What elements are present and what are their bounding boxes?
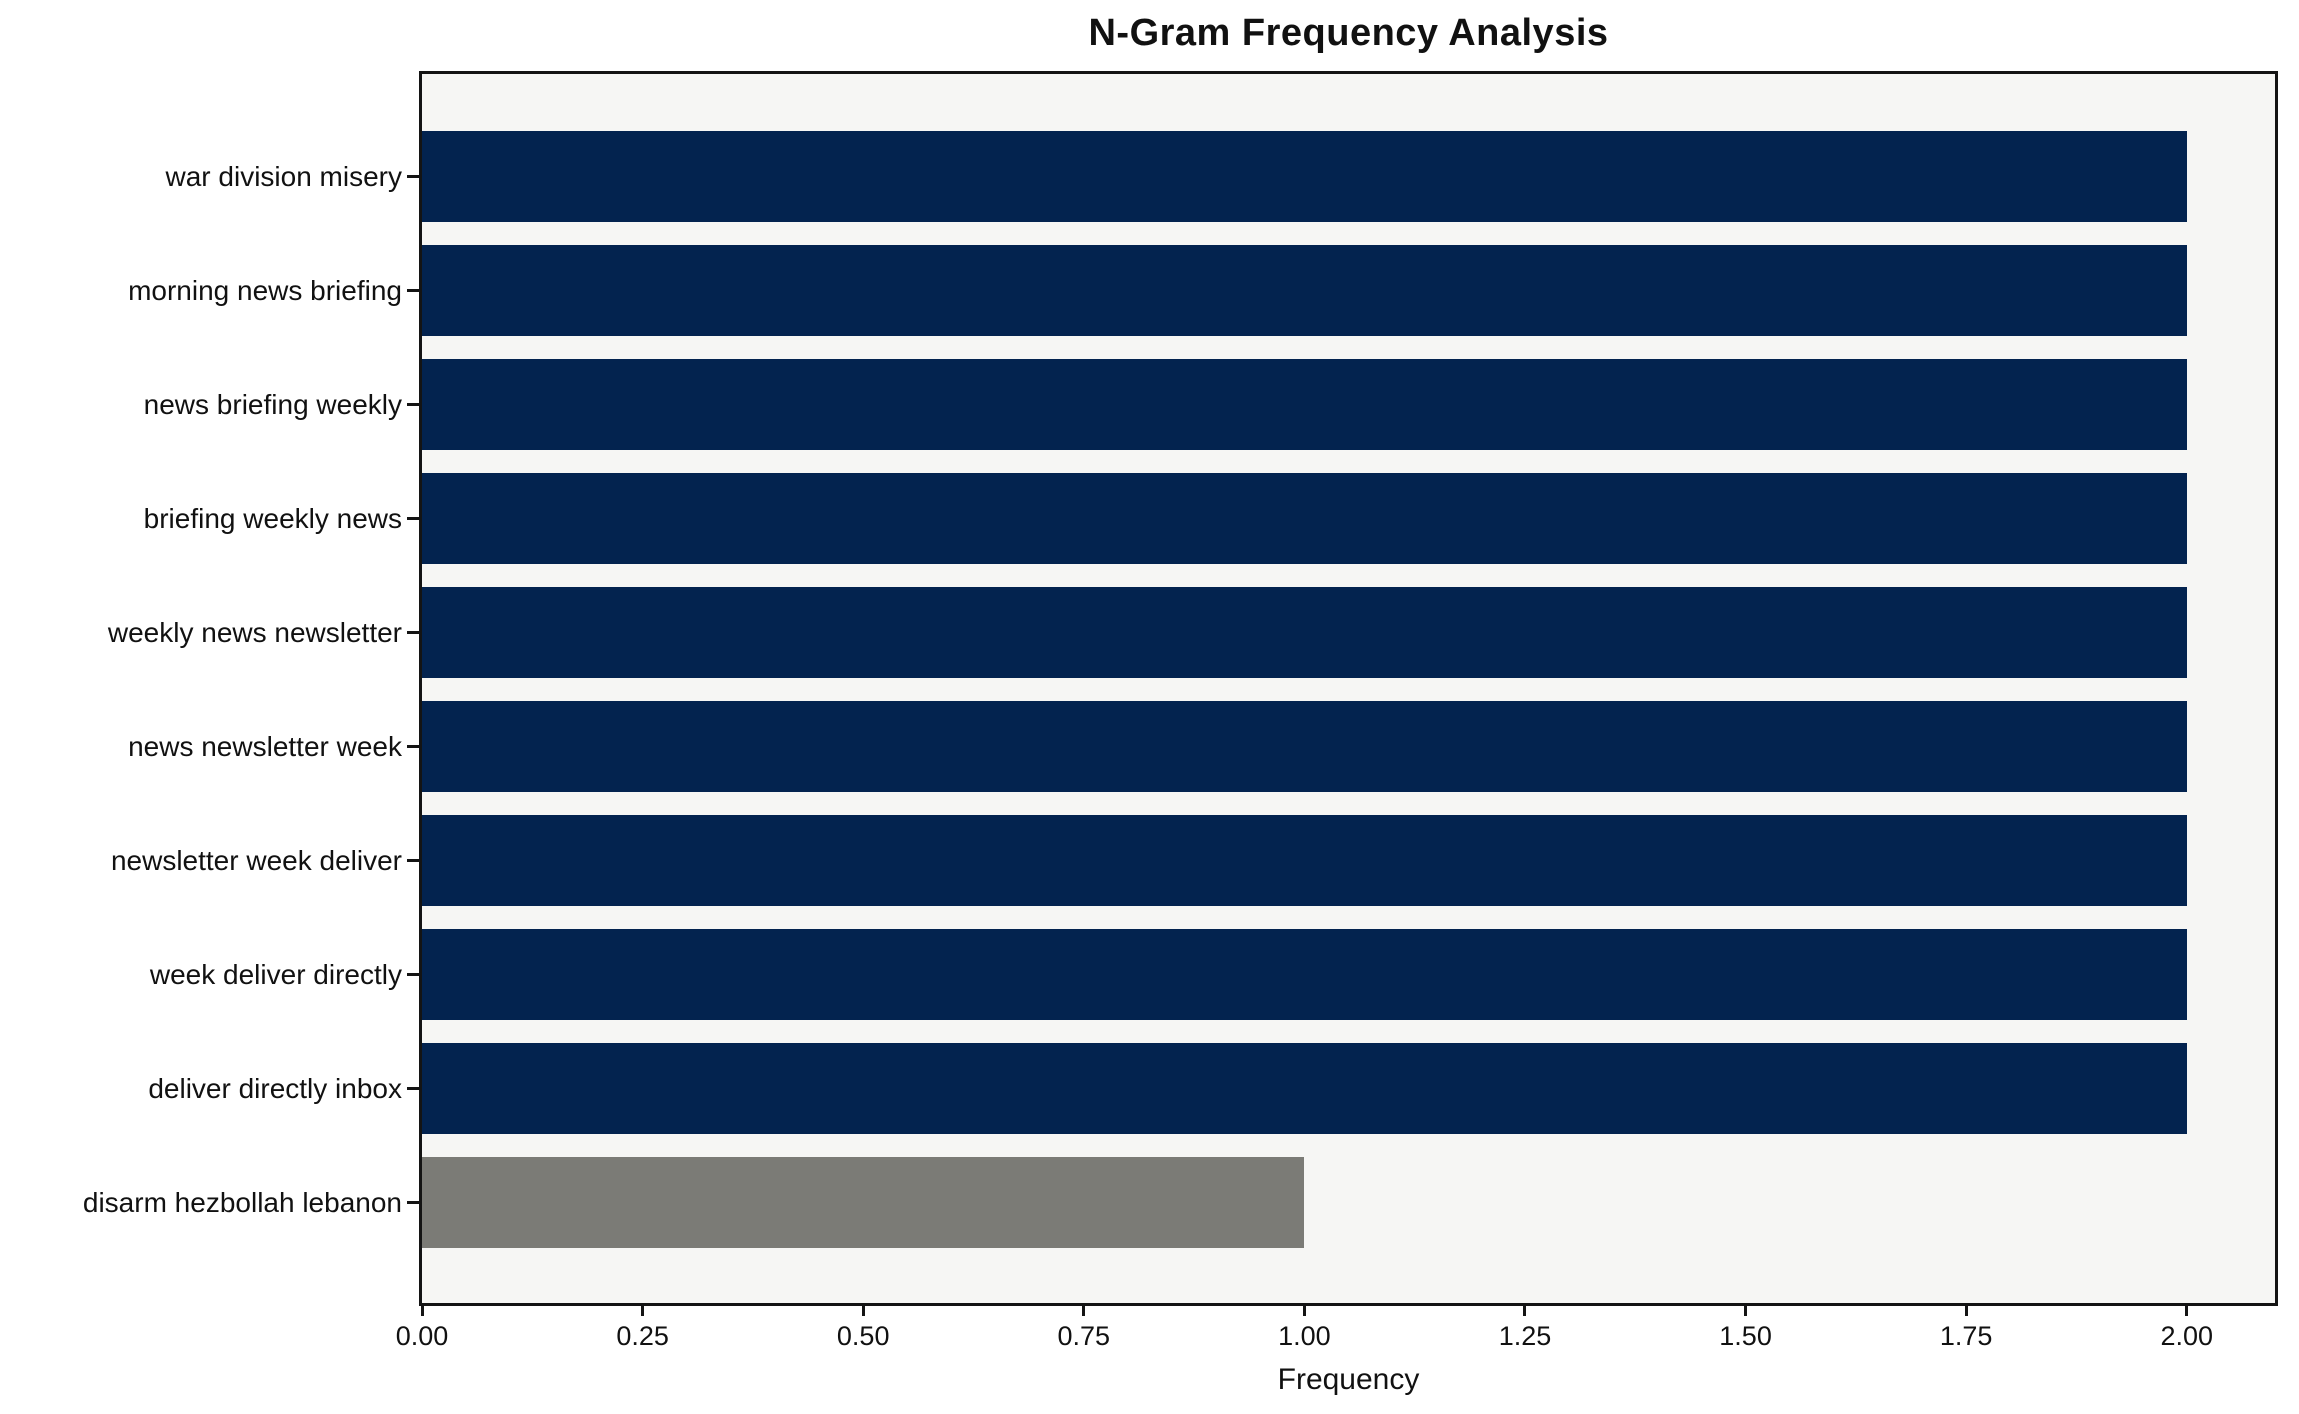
chart-title: N-Gram Frequency Analysis — [1088, 12, 1609, 54]
y-tick-label: war division misery — [165, 160, 403, 192]
y-tick-label: briefing weekly news — [143, 502, 402, 534]
y-tick-mark — [407, 973, 419, 976]
y-tick-mark — [407, 403, 419, 406]
plot-area — [419, 71, 2278, 1306]
y-tick-label: weekly news newsletter — [107, 616, 402, 648]
y-tick-label: disarm hezbollah lebanon — [82, 1186, 402, 1218]
y-tick-mark — [407, 1201, 419, 1204]
y-tick-label: deliver directly inbox — [148, 1072, 402, 1104]
x-tick-mark — [1523, 1306, 1527, 1316]
y-tick-label: week deliver directly — [149, 958, 402, 990]
x-axis-label: Frequency — [1277, 1363, 1420, 1396]
y-tick-mark — [407, 1087, 419, 1090]
x-tick-label: 0.00 — [395, 1321, 449, 1351]
x-tick-label: 0.50 — [836, 1321, 890, 1351]
bar-briefing-weekly-news — [422, 473, 2187, 564]
x-tick-label: 1.00 — [1278, 1321, 1331, 1351]
x-tick-mark — [861, 1306, 865, 1316]
y-tick-label: news briefing weekly — [143, 388, 402, 420]
bar-newsletter-week-deliver — [422, 815, 2187, 906]
x-tick-label: 0.75 — [1057, 1321, 1111, 1351]
bar-disarm-hezbollah-lebanon — [422, 1157, 1305, 1248]
bar-weekly-news-newsletter — [422, 587, 2187, 678]
x-tick-label: 0.25 — [616, 1321, 669, 1351]
bar-news-newsletter-week — [422, 701, 2187, 792]
y-tick-mark — [407, 175, 419, 178]
x-tick-label: 2.00 — [2160, 1321, 2214, 1351]
bar-deliver-directly-inbox — [422, 1043, 2187, 1134]
bar-week-deliver-directly — [422, 929, 2187, 1020]
x-tick-mark — [1082, 1306, 1086, 1316]
y-tick-mark — [407, 517, 419, 520]
x-tick-label: 1.50 — [1719, 1321, 1772, 1351]
x-tick-mark — [1744, 1306, 1748, 1316]
y-tick-label: newsletter week deliver — [110, 844, 402, 876]
x-tick-mark — [1302, 1306, 1306, 1316]
y-tick-label: news newsletter week — [128, 730, 402, 762]
bar-morning-news-briefing — [422, 245, 2187, 336]
y-tick-label: morning news briefing — [128, 274, 402, 306]
y-tick-mark — [407, 289, 419, 292]
y-tick-mark — [407, 745, 419, 748]
y-tick-mark — [407, 859, 419, 862]
x-tick-mark — [1964, 1306, 1968, 1316]
x-tick-mark — [420, 1306, 424, 1316]
bar-news-briefing-weekly — [422, 359, 2187, 450]
bar-war-division-misery — [422, 131, 2187, 222]
x-tick-mark — [2185, 1306, 2189, 1316]
x-tick-label: 1.25 — [1498, 1321, 1552, 1351]
x-tick-label: 1.75 — [1939, 1321, 1993, 1351]
y-tick-mark — [407, 631, 419, 634]
x-tick-mark — [641, 1306, 645, 1316]
